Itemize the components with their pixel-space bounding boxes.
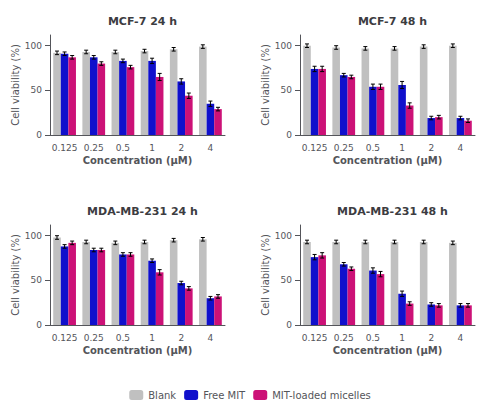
svg-text:0.125: 0.125 xyxy=(302,143,328,153)
svg-text:0.125: 0.125 xyxy=(52,143,78,153)
svg-text:Concentration (μM): Concentration (μM) xyxy=(333,345,443,356)
svg-text:50: 50 xyxy=(31,85,43,95)
svg-text:0.125: 0.125 xyxy=(302,333,328,343)
svg-text:1: 1 xyxy=(149,143,155,153)
svg-text:100: 100 xyxy=(275,231,292,241)
svg-text:0: 0 xyxy=(36,130,42,140)
svg-text:MIT-loaded micelles: MIT-loaded micelles xyxy=(272,390,371,401)
svg-text:MDA-MB-231 48 h: MDA-MB-231 48 h xyxy=(337,205,448,218)
svg-text:0: 0 xyxy=(286,130,292,140)
svg-text:0.5: 0.5 xyxy=(116,333,130,343)
svg-text:2: 2 xyxy=(178,333,184,343)
svg-text:Concentration (μM): Concentration (μM) xyxy=(83,345,193,356)
svg-text:0.25: 0.25 xyxy=(334,333,354,343)
svg-text:2: 2 xyxy=(178,143,184,153)
svg-text:1: 1 xyxy=(149,333,155,343)
svg-text:2: 2 xyxy=(428,143,434,153)
svg-text:0.5: 0.5 xyxy=(366,333,380,343)
svg-text:0.125: 0.125 xyxy=(52,333,78,343)
svg-text:100: 100 xyxy=(275,41,292,51)
svg-text:Free MIT: Free MIT xyxy=(203,390,246,401)
svg-text:MCF-7 24 h: MCF-7 24 h xyxy=(108,15,177,28)
svg-text:0.5: 0.5 xyxy=(366,143,380,153)
svg-text:Blank: Blank xyxy=(148,390,176,401)
svg-text:4: 4 xyxy=(208,143,214,153)
svg-text:Cell viability (%): Cell viability (%) xyxy=(10,234,21,316)
svg-text:0.5: 0.5 xyxy=(116,143,130,153)
svg-text:0: 0 xyxy=(36,320,42,330)
svg-text:4: 4 xyxy=(458,143,464,153)
svg-text:0: 0 xyxy=(286,320,292,330)
svg-text:Cell viability (%): Cell viability (%) xyxy=(260,234,271,316)
svg-text:100: 100 xyxy=(25,231,42,241)
svg-text:1: 1 xyxy=(399,143,405,153)
svg-text:4: 4 xyxy=(458,333,464,343)
svg-text:4: 4 xyxy=(208,333,214,343)
svg-text:MDA-MB-231 24 h: MDA-MB-231 24 h xyxy=(87,205,198,218)
svg-text:50: 50 xyxy=(281,275,293,285)
svg-text:50: 50 xyxy=(31,275,43,285)
svg-text:Concentration (μM): Concentration (μM) xyxy=(83,155,193,166)
svg-text:0.25: 0.25 xyxy=(84,333,104,343)
svg-text:Concentration (μM): Concentration (μM) xyxy=(333,155,443,166)
svg-text:50: 50 xyxy=(281,85,293,95)
svg-text:100: 100 xyxy=(25,41,42,51)
svg-text:0.25: 0.25 xyxy=(334,143,354,153)
svg-text:1: 1 xyxy=(399,333,405,343)
svg-text:Cell viability (%): Cell viability (%) xyxy=(10,44,21,126)
svg-text:2: 2 xyxy=(428,333,434,343)
svg-text:Cell viability (%): Cell viability (%) xyxy=(260,44,271,126)
svg-text:MCF-7 48 h: MCF-7 48 h xyxy=(358,15,427,28)
svg-text:0.25: 0.25 xyxy=(84,143,104,153)
